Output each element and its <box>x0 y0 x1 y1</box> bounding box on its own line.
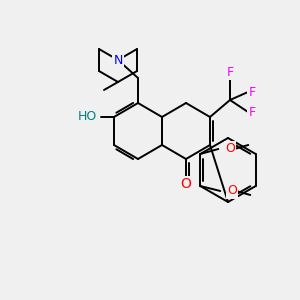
Text: HO: HO <box>77 110 97 124</box>
Text: O: O <box>225 142 235 155</box>
Text: O: O <box>227 184 237 197</box>
Text: F: F <box>248 85 256 98</box>
Text: F: F <box>226 65 234 79</box>
Text: O: O <box>181 177 191 191</box>
Text: N: N <box>113 53 123 67</box>
Text: F: F <box>248 106 256 118</box>
